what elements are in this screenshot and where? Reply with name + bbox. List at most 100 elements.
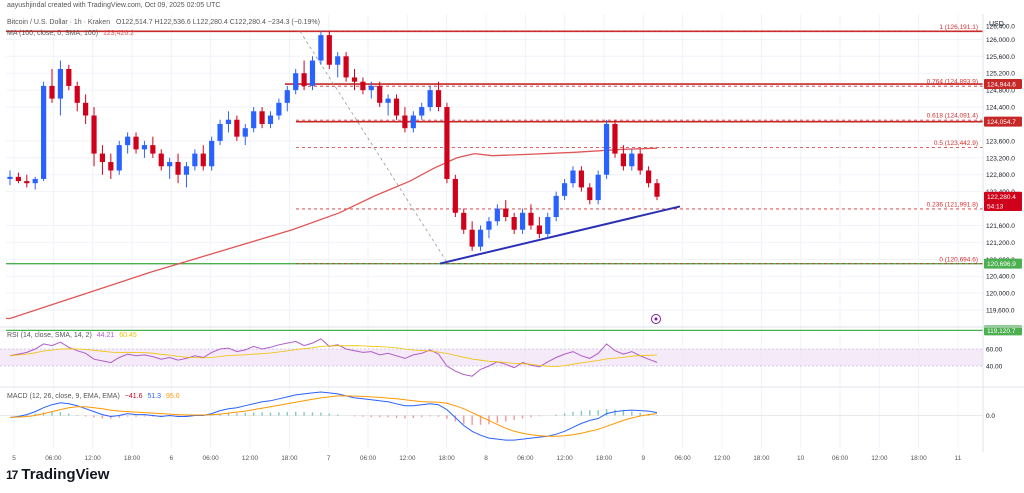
tradingview-logo[interactable]: 17 TradingView	[6, 466, 109, 483]
candle-body	[57, 68, 64, 99]
rsi-band	[0, 349, 983, 366]
candle-body	[326, 35, 332, 65]
macd-signal-line	[9, 395, 658, 437]
rsi-legend[interactable]: RSI (14, close, SMA, 14, 2) 44.21 60.45	[7, 332, 137, 339]
macd-tick-label: 0.0	[986, 413, 995, 420]
macd-legend[interactable]: MACD (12, 26, close, 9, EMA, EMA) −41.6 …	[7, 393, 180, 400]
time-tick-label: 06:00	[45, 455, 62, 462]
symbol-name: Bitcoin / U.S. Dollar · 1h · Kraken	[7, 19, 111, 26]
price-tick-label: 120,400.0	[986, 274, 1015, 281]
candle-body	[410, 115, 416, 129]
time-tick-label: 18:00	[439, 455, 456, 462]
ma-value: 123,426.2	[103, 30, 135, 37]
fib-level-label: 0 (120,694.6)	[939, 256, 978, 263]
candle-body	[469, 229, 475, 247]
macd-histogram-value: −41.6	[124, 393, 143, 400]
rsi-ma-value: 60.45	[119, 332, 137, 339]
candle-body	[645, 170, 652, 184]
time-tick-label: 06:00	[203, 455, 220, 462]
candle-body	[654, 183, 660, 197]
candle-body	[343, 56, 349, 78]
price-tag-label: 54:13	[987, 204, 1004, 211]
candle-body	[368, 85, 374, 91]
time-axis[interactable]: 5 06:00 12:00 18:00 6 06:00 12:00 18:00 7 06:00 12…	[12, 455, 962, 462]
price-tag-label: 120,696.9	[987, 261, 1016, 268]
fib-level-label: 0.618 (124,091.4)	[927, 113, 978, 120]
time-tick-label: 06:00	[517, 455, 534, 462]
candle-body	[318, 35, 324, 61]
fib-level-label: 0.236 (121,991.8)	[927, 201, 978, 208]
candle-body	[393, 98, 400, 116]
time-tick-label: 8	[484, 455, 488, 462]
candle-body	[595, 174, 601, 201]
ma-label: MA (100, close, 0, SMA, 100)	[7, 30, 99, 37]
candle-body	[251, 111, 257, 129]
candle-body	[141, 145, 148, 150]
candle-body	[267, 115, 274, 124]
candle-body	[24, 181, 30, 184]
price-tick-label: 124,400.0	[986, 105, 1015, 112]
candle-body	[192, 153, 198, 167]
candle-body	[175, 162, 181, 175]
time-tick-label: 6	[170, 455, 174, 462]
fib-level-label: 0.764 (124,893.9)	[927, 79, 978, 86]
candle-body	[116, 145, 122, 171]
ma-legend[interactable]: MA (100, close, 0, SMA, 100) 123,426.2	[7, 30, 134, 37]
price-tags: 124,944.6 124,054.7 122,280.4 54:13 120,696.…	[984, 23, 1022, 336]
candle-body	[83, 102, 89, 116]
candle-body	[99, 153, 106, 163]
time-tick-label: 7	[327, 455, 331, 462]
price-tag-box	[984, 201, 1022, 212]
candle-body	[553, 195, 559, 218]
time-tick-label: 12:00	[242, 455, 259, 462]
go-to-realtime-icon[interactable]	[651, 314, 661, 324]
candle-body	[360, 81, 366, 91]
time-tick-label: 12:00	[399, 455, 416, 462]
price-tick-label: 125,200.0	[986, 71, 1015, 78]
candle-body	[91, 115, 97, 154]
price-tick-label: 125,600.0	[986, 54, 1015, 61]
candle-body	[620, 153, 626, 167]
time-tick-label: 12:00	[85, 455, 102, 462]
price-tag-label: 124,054.7	[987, 119, 1016, 126]
time-tick-label: 12:00	[557, 455, 574, 462]
candle-body	[511, 217, 517, 230]
candle-body	[578, 170, 584, 188]
candle-body	[477, 229, 484, 247]
candle-body	[503, 208, 509, 218]
candle-body	[150, 145, 156, 154]
candle-body	[637, 153, 643, 171]
time-tick-label: 06:00	[832, 455, 849, 462]
macd-line-value: 51.3	[147, 393, 162, 400]
candle-body	[41, 85, 47, 179]
candle-body	[183, 166, 190, 175]
candle-body	[587, 187, 593, 201]
candle-body	[377, 85, 383, 103]
candle-body	[242, 128, 248, 137]
candle-body	[427, 90, 433, 108]
candle-body	[284, 90, 290, 103]
candle-body	[385, 98, 391, 103]
candle-body	[494, 208, 500, 222]
time-tick-label: 12:00	[714, 455, 731, 462]
candle-body	[444, 107, 450, 179]
rsi-ma-line	[9, 345, 658, 367]
candle-body	[74, 85, 80, 103]
candle-body	[276, 102, 282, 116]
candle-body	[309, 60, 316, 86]
candlesticks	[7, 30, 660, 251]
fib-level-label: 1 (126,191.1)	[939, 24, 978, 31]
currency-label: USD	[989, 21, 1004, 28]
price-tick-label: 121,200.0	[986, 240, 1015, 247]
candle-body	[125, 136, 131, 146]
candle-body	[435, 90, 442, 108]
candle-body	[528, 212, 534, 226]
symbol-title: Bitcoin / U.S. Dollar · 1h · Kraken O122…	[7, 19, 320, 26]
time-tick-label: 9	[642, 455, 646, 462]
support-trendline	[439, 205, 681, 265]
time-tick-label: 18:00	[281, 455, 298, 462]
candle-body	[49, 85, 55, 99]
price-tag-label: 119,120.7	[987, 328, 1016, 335]
price-tag-box	[984, 79, 1022, 90]
